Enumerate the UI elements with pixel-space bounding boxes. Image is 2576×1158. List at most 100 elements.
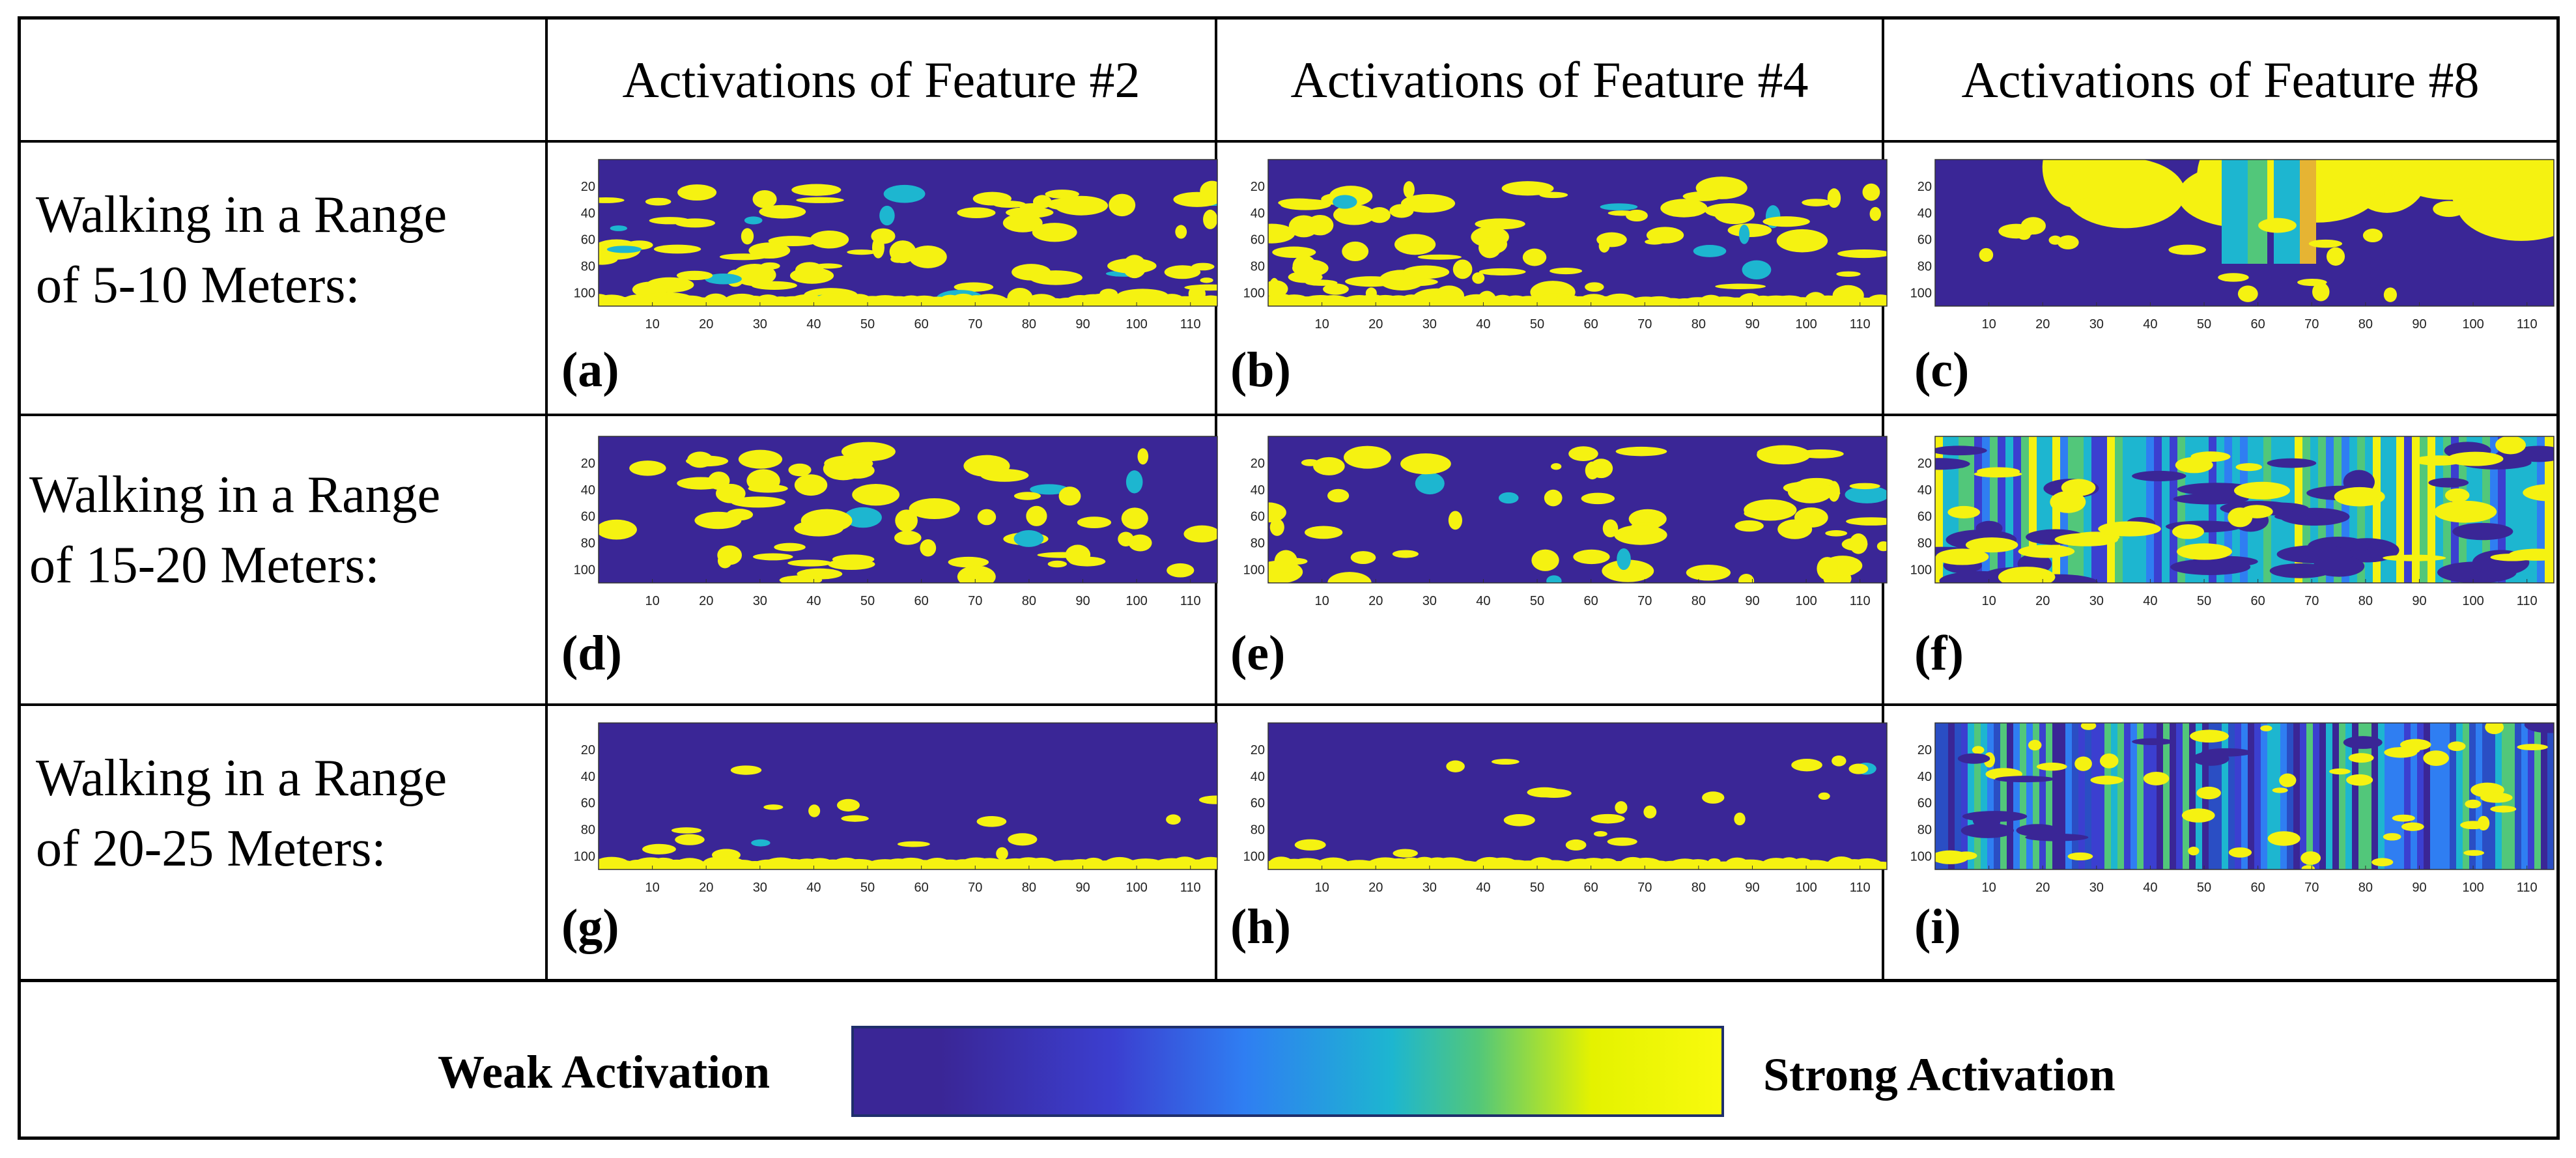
y-tick-label: 60 <box>1251 233 1265 247</box>
activation-blob <box>733 264 776 287</box>
activation-blob <box>2074 756 2092 771</box>
activation-blob <box>1714 203 1755 225</box>
activation-blob <box>1065 544 1091 565</box>
y-tick-label: 20 <box>581 180 595 194</box>
x-tick-label: 90 <box>2412 317 2426 332</box>
activation-blob <box>1452 259 1473 279</box>
activation-blob <box>1313 457 1345 475</box>
activation-blob <box>1389 204 1414 218</box>
activation-blob <box>763 804 784 810</box>
activation-blob <box>629 460 666 476</box>
activation-blob <box>2326 247 2345 266</box>
x-tick-label: 30 <box>1422 317 1437 332</box>
activation-blob <box>1369 277 1387 287</box>
activation-blob <box>1019 203 1048 209</box>
x-tick-label: 70 <box>1637 881 1652 895</box>
activation-blob <box>2188 846 2200 856</box>
activation-blob <box>1531 549 1559 571</box>
y-tick-label: 100 <box>574 287 595 301</box>
activation-blob <box>1175 225 1187 239</box>
activation-blob <box>1030 484 1069 495</box>
activation-blob <box>1742 260 1772 279</box>
activation-blob <box>2390 160 2508 200</box>
y-tick-label: 60 <box>581 510 595 524</box>
y-tick-label: 40 <box>1251 483 1265 498</box>
x-tick-label: 20 <box>2035 594 2050 608</box>
activation-blob <box>2218 273 2249 282</box>
x-tick-label: 80 <box>2358 881 2373 895</box>
activation-blob <box>1734 520 1764 532</box>
activation-blob <box>1974 470 2022 478</box>
activation-blob <box>779 575 823 583</box>
activation-blob <box>828 558 875 570</box>
y-tick-label: 20 <box>1918 743 1932 757</box>
activation-blob <box>2490 805 2517 813</box>
activation-blob <box>1841 537 1868 551</box>
activation-blob <box>977 509 997 526</box>
row-label-line1: Walking in a Range <box>36 186 447 244</box>
activation-blob <box>1818 792 1830 800</box>
activation-blob <box>2362 229 2383 243</box>
column-header-feature-8: Activations of Feature #8 <box>1961 51 2480 108</box>
activation-blob <box>795 262 824 279</box>
y-tick-label: 20 <box>1918 180 1932 194</box>
activation-blob <box>1479 268 1526 275</box>
y-tick-label: 20 <box>1918 457 1932 471</box>
activation-blob <box>2228 847 2252 858</box>
x-tick-label: 30 <box>1422 594 1437 608</box>
activation-blob <box>2343 736 2383 749</box>
activation-blob <box>2452 522 2513 541</box>
activation-band <box>2176 723 2185 869</box>
x-tick-label: 90 <box>1075 881 1090 895</box>
activation-blob <box>1568 446 1598 462</box>
x-tick-label: 80 <box>1022 594 1036 608</box>
activation-blob <box>1762 216 1810 227</box>
plot-frame <box>1934 159 2555 307</box>
activation-blob <box>894 530 922 545</box>
x-tick-label: 100 <box>2462 594 2484 608</box>
y-tick-label: 40 <box>1918 483 1932 498</box>
x-tick-label: 10 <box>1981 594 1996 608</box>
activation-blob <box>1607 837 1637 846</box>
activation-blobs <box>1979 160 2554 306</box>
activation-blob <box>610 225 628 231</box>
y-tick-label: 40 <box>581 206 595 221</box>
activation-blob <box>2175 457 2213 473</box>
legend-weak-label: Weak Activation <box>438 1046 771 1098</box>
activation-blob <box>1121 507 1148 530</box>
activation-blob <box>1832 755 1847 767</box>
activation-blob <box>2279 773 2297 787</box>
activation-blob <box>794 474 828 496</box>
activation-blob <box>1503 813 1535 826</box>
x-tick-label: 100 <box>1125 594 1147 608</box>
activation-band <box>1935 723 1942 869</box>
activation-blob <box>1032 223 1077 242</box>
activation-blob <box>2050 490 2086 513</box>
x-tick-label: 10 <box>1314 594 1329 608</box>
x-tick-label: 60 <box>2251 881 2265 895</box>
activation-blob <box>800 509 853 533</box>
x-tick-label: 20 <box>1368 881 1383 895</box>
activation-blob <box>883 184 926 203</box>
activation-blob <box>1848 763 1869 774</box>
activation-blob <box>1962 811 2028 822</box>
x-tick-label: 100 <box>1795 881 1817 895</box>
activation-blob <box>1301 459 1320 466</box>
activation-blob <box>2280 507 2350 526</box>
activation-band <box>1948 723 1955 869</box>
activation-blob <box>2098 521 2161 537</box>
activation-band <box>2404 723 2411 869</box>
activation-blob <box>599 197 625 203</box>
y-tick-label: 100 <box>1243 850 1265 864</box>
activation-blob <box>996 847 1008 860</box>
x-tick-label: 20 <box>699 317 713 332</box>
activation-blob <box>1738 224 1750 244</box>
plot-frame <box>1934 436 2555 584</box>
heatmap-b: 20 40 60 80 100 10 20 30 40 50 60 70 80 90 100 110 <box>1234 156 1893 345</box>
x-tick-label: 50 <box>1530 594 1544 608</box>
activation-blob <box>2383 554 2446 561</box>
activation-blob <box>1029 270 1083 285</box>
activation-blob <box>1307 214 1334 236</box>
activation-blob <box>788 463 812 477</box>
activation-blob <box>1846 517 1887 526</box>
